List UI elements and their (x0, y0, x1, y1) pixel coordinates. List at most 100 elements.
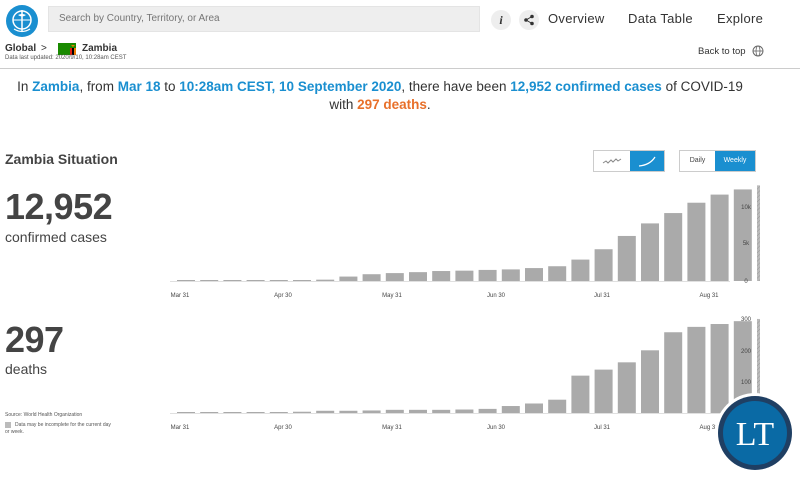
nav-data-table[interactable]: Data Table (628, 11, 693, 26)
top-bar: i Overview Data Table Explore (0, 0, 800, 40)
x-tick-label: Aug 31 (699, 293, 719, 299)
cases-bar-chart: Mar 31 Apr 30 May 31 Jun 30 Jul 31 Aug 31 10k 5… (170, 185, 760, 299)
daily-button[interactable]: Daily (689, 157, 706, 164)
headline-text: , there have been (401, 79, 511, 94)
chart-bar[interactable] (664, 213, 683, 281)
chart-bar[interactable] (293, 411, 311, 413)
last-updated: Data last updated: 2020/9/10, 10:28am CE… (5, 55, 127, 61)
chart-bar[interactable] (455, 409, 474, 413)
chart-bar[interactable] (432, 271, 451, 281)
chart-bar[interactable] (733, 189, 752, 281)
chart-bar[interactable] (432, 409, 451, 413)
chart-bar[interactable] (664, 332, 683, 413)
chart-bar[interactable] (617, 362, 636, 413)
back-to-top-link[interactable]: Back to top (698, 46, 746, 57)
section-title: Zambia Situation (5, 151, 118, 167)
search-input[interactable] (57, 12, 475, 25)
chart-bar[interactable] (223, 280, 242, 281)
chart-bar[interactable] (177, 412, 195, 413)
daily-trend-button[interactable] (594, 151, 630, 171)
chart-bar[interactable] (687, 326, 706, 413)
chart-bar[interactable] (316, 410, 335, 413)
globe-icon[interactable] (752, 45, 764, 57)
chart-bar[interactable] (594, 369, 613, 413)
chart-bar[interactable] (710, 324, 729, 413)
chart-bar[interactable] (525, 403, 543, 414)
chart-bar[interactable] (339, 410, 358, 413)
breadcrumb-global[interactable]: Global (5, 43, 37, 54)
who-logo-icon[interactable] (4, 3, 40, 39)
chart-bar[interactable] (617, 235, 636, 281)
chart-bar[interactable] (316, 279, 335, 281)
chart-bar[interactable] (200, 280, 219, 281)
x-tick-label: Mar 31 (171, 293, 190, 299)
x-tick-label: May 31 (382, 293, 402, 299)
chart-bar[interactable] (478, 269, 497, 281)
chart-bar[interactable] (409, 272, 427, 281)
x-tick-label: May 31 (382, 425, 402, 431)
chart-bar[interactable] (385, 409, 404, 413)
chart-bar[interactable] (501, 406, 520, 413)
chart-bar[interactable] (455, 270, 474, 281)
nav-overview[interactable]: Overview (548, 11, 605, 26)
deaths-bar-chart: Mar 31 Apr 30 May 31 Jun 30 Jul 31 Aug 31 300 2… (170, 317, 760, 431)
x-tick-label: Apr 30 (274, 293, 292, 299)
chart-bar[interactable] (339, 276, 358, 281)
chart-bar[interactable] (409, 409, 427, 413)
zambia-flag-icon (58, 43, 76, 55)
chart-bar[interactable] (223, 412, 242, 413)
lt-watermark-text: LT (736, 416, 775, 453)
header-divider (0, 68, 800, 69)
cases-count: 12,952 (5, 186, 113, 227)
chart-bar[interactable] (200, 412, 219, 413)
chart-bar[interactable] (269, 280, 288, 281)
x-tick-label: Jul 31 (594, 293, 611, 299)
chart-bar[interactable] (571, 375, 590, 413)
cases-label: confirmed cases (5, 229, 107, 245)
chart-bar[interactable] (478, 408, 497, 413)
chart-bar[interactable] (501, 269, 520, 281)
chart-bar[interactable] (641, 350, 659, 413)
chart-bar[interactable] (269, 412, 288, 413)
info-icon[interactable]: i (491, 10, 511, 30)
chart-bar[interactable] (641, 223, 659, 281)
headline-text: with (329, 97, 358, 112)
weekly-button[interactable]: Weekly (715, 151, 755, 171)
share-icon[interactable] (519, 10, 539, 30)
chart-style-toggle (593, 150, 665, 172)
chart-bar[interactable] (362, 274, 381, 281)
chart-bar[interactable] (710, 194, 729, 281)
nav-explore[interactable]: Explore (717, 11, 764, 26)
chart-bar[interactable] (548, 399, 567, 413)
period-toggle: Daily Weekly (679, 150, 756, 172)
chart-bar[interactable] (246, 412, 265, 413)
chart-bar[interactable] (385, 273, 404, 281)
source-note: Source: World Health Organization (5, 412, 83, 418)
breadcrumb-country: Zambia (82, 43, 118, 54)
curve-line-icon (638, 156, 656, 167)
y-tick-label: 100 (741, 380, 752, 386)
wave-line-icon (602, 158, 622, 164)
incomplete-data-swatch (5, 422, 11, 428)
y-tick-label: 10k (741, 205, 752, 211)
cumulative-trend-button[interactable] (630, 151, 664, 171)
search-bar[interactable] (48, 6, 480, 32)
chart-bar[interactable] (757, 318, 760, 413)
chart-bar[interactable] (548, 266, 567, 281)
x-tick-label: Aug 31 (699, 425, 719, 431)
headline-deaths: 297 deaths (357, 97, 427, 112)
chart-bar[interactable] (293, 280, 311, 281)
chart-bar[interactable] (733, 321, 752, 413)
chart-bar[interactable] (571, 259, 590, 281)
chart-bar[interactable] (687, 202, 706, 281)
chart-bar[interactable] (177, 280, 195, 281)
chart-bar[interactable] (362, 410, 381, 413)
x-tick-label: Jun 30 (487, 293, 506, 299)
chart-bar[interactable] (757, 185, 760, 281)
y-tick-label: 200 (741, 349, 752, 355)
chart-bar[interactable] (594, 249, 613, 281)
chart-bar[interactable] (246, 280, 265, 281)
legend-note: Data may be incomplete for the current d… (5, 422, 115, 436)
chart-bar[interactable] (525, 268, 543, 281)
y-tick-label: 5k (743, 241, 750, 247)
